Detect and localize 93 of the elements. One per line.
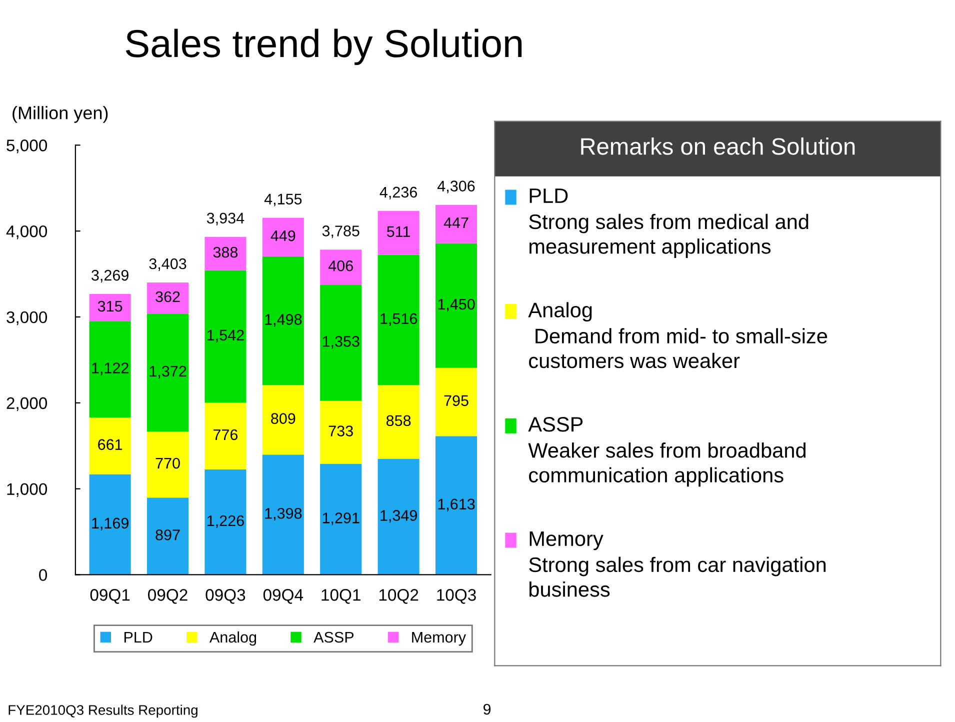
bar [204, 469, 246, 575]
chart-title: Sales trend by Solution [126, 28, 522, 66]
category-label: Analog [528, 302, 592, 322]
bar [89, 474, 131, 575]
data-label: 362 [156, 291, 180, 302]
bar [435, 243, 478, 368]
bar [435, 368, 478, 436]
legend-label: ASSP [314, 632, 354, 643]
bar [435, 436, 478, 575]
data-label: 733 [328, 426, 353, 436]
text: Remarks on each Solution [581, 138, 855, 155]
bar [146, 282, 189, 314]
text: Strong sales from medical and measurement applications [529, 214, 808, 258]
data-label: 447 [444, 217, 468, 228]
x-tick-label: 09Q3 [206, 589, 246, 604]
legend-label: Analog [209, 631, 256, 646]
bar [262, 256, 304, 386]
bar [146, 498, 189, 575]
data-label: 388 [213, 246, 238, 258]
x-tick-label: 10Q1 [322, 589, 360, 604]
total-label: 3,403 [149, 258, 186, 271]
bar [262, 454, 304, 575]
data-label: 1,613 [438, 498, 475, 512]
bar [89, 321, 131, 418]
category-label: Memory [530, 532, 604, 550]
category-label: PLD [530, 188, 568, 203]
data-label: 406 [328, 260, 353, 272]
category-label: ASSP [528, 416, 583, 432]
data-label: 1,169 [92, 518, 128, 530]
data-label: 897 [156, 529, 180, 540]
data-label: 1,353 [322, 336, 360, 349]
bar [204, 236, 246, 270]
data-label: 1,122 [92, 362, 128, 376]
bar [378, 385, 420, 459]
data-label: 511 [386, 226, 410, 237]
total-label: 4,155 [264, 194, 302, 206]
bar [89, 294, 131, 322]
bar [378, 210, 420, 255]
bar [146, 314, 189, 432]
bar [320, 400, 362, 464]
bar [262, 385, 304, 455]
y-tick-label: 1,000 [7, 483, 48, 497]
text: Weaker sales from broadband communication applications [528, 442, 806, 487]
total-label: 3,785 [322, 226, 360, 238]
text: FYE2010Q3 Results Reporting [8, 704, 198, 718]
y-tick-label: 4,000 [6, 225, 48, 240]
data-label: 1,349 [380, 510, 417, 523]
bar [435, 204, 478, 244]
data-label: 661 [98, 439, 122, 450]
total-label: 3,269 [92, 270, 128, 282]
total-label: 4,236 [380, 186, 417, 200]
data-label: 809 [271, 413, 296, 424]
text: 9 [484, 704, 491, 715]
bar [262, 218, 304, 256]
total-label: 4,306 [437, 180, 475, 194]
bar [204, 270, 246, 403]
data-label: 1,516 [380, 313, 417, 326]
bar [378, 458, 420, 575]
data-label: 1,450 [438, 298, 475, 312]
bar [378, 254, 420, 386]
data-label: 1,498 [265, 314, 302, 327]
data-label: 795 [444, 395, 468, 406]
x-tick-label: 10Q2 [379, 589, 418, 604]
x-tick-label: 09Q2 [148, 589, 188, 604]
data-label: 315 [98, 300, 122, 312]
y-axis-title: (Million yen) [12, 106, 108, 123]
data-label: 1,291 [322, 512, 360, 526]
text: Strong sales from car navigation business [529, 556, 826, 597]
bar [146, 431, 189, 498]
bar [320, 464, 362, 575]
data-label: 858 [386, 415, 411, 426]
data-label: 770 [156, 458, 180, 469]
x-tick-label: 09Q4 [263, 589, 304, 604]
legend-label: PLD [124, 632, 152, 642]
data-label: 776 [214, 429, 238, 440]
data-label: 1,372 [150, 366, 186, 378]
data-label: 1,226 [208, 515, 244, 528]
data-label: 449 [270, 230, 296, 242]
legend-label: Memory [412, 632, 466, 646]
text: Demand from mid- to small-size customers was weaker [529, 328, 828, 368]
bar [89, 417, 131, 474]
y-tick-label: 3,000 [6, 311, 48, 326]
x-tick-label: 09Q1 [90, 589, 130, 604]
total-label: 3,934 [206, 212, 244, 226]
x-tick-label: 10Q3 [437, 589, 476, 604]
data-label: 1,398 [265, 508, 302, 521]
y-tick-label: 2,000 [6, 397, 48, 412]
y-tick-label: 5,000 [6, 140, 48, 154]
bar [204, 402, 246, 470]
bar [320, 250, 362, 285]
bar [320, 284, 362, 401]
y-tick-label: 0 [39, 569, 48, 581]
data-label: 1,542 [208, 330, 244, 342]
